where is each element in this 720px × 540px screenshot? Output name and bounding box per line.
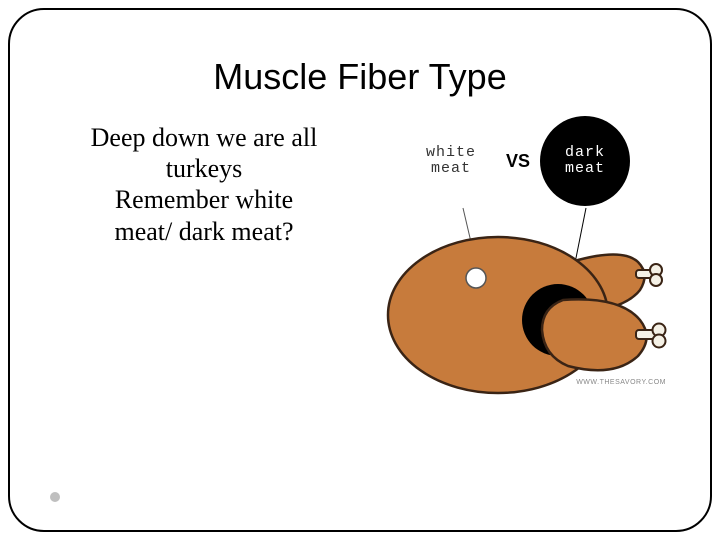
white-meat-label-circle: white meat (406, 116, 496, 206)
meat-diagram: white meat VS dark meat (368, 116, 668, 420)
body-line-2: turkeys (60, 153, 348, 184)
slide-title: Muscle Fiber Type (60, 56, 660, 98)
labels-row: white meat VS dark meat (368, 116, 668, 206)
white-meat-line1: white (426, 145, 476, 161)
bullet-dot-icon (50, 492, 60, 502)
drumstick-front-meat (542, 299, 647, 370)
drumstick-back-knob2 (650, 274, 662, 286)
vs-text: VS (506, 151, 530, 172)
content-row: Deep down we are all turkeys Remember wh… (60, 122, 660, 420)
white-meat-spot (466, 268, 486, 288)
body-line-1: Deep down we are all (60, 122, 348, 153)
dark-meat-line1: dark (565, 145, 605, 161)
body-line-4: meat/ dark meat? (60, 216, 348, 247)
turkey-illustration (368, 200, 668, 420)
slide-frame: Muscle Fiber Type Deep down we are all t… (8, 8, 712, 532)
attribution-text: WWW.THESAVORY.COM (576, 379, 666, 386)
body-line-3: Remember white (60, 184, 348, 215)
dark-meat-line2: meat (565, 161, 605, 177)
drumstick-front-knob2 (653, 335, 666, 348)
white-meat-line2: meat (431, 161, 471, 177)
dark-meat-label-circle: dark meat (540, 116, 630, 206)
body-text: Deep down we are all turkeys Remember wh… (60, 122, 348, 420)
drumstick-front (542, 299, 666, 370)
